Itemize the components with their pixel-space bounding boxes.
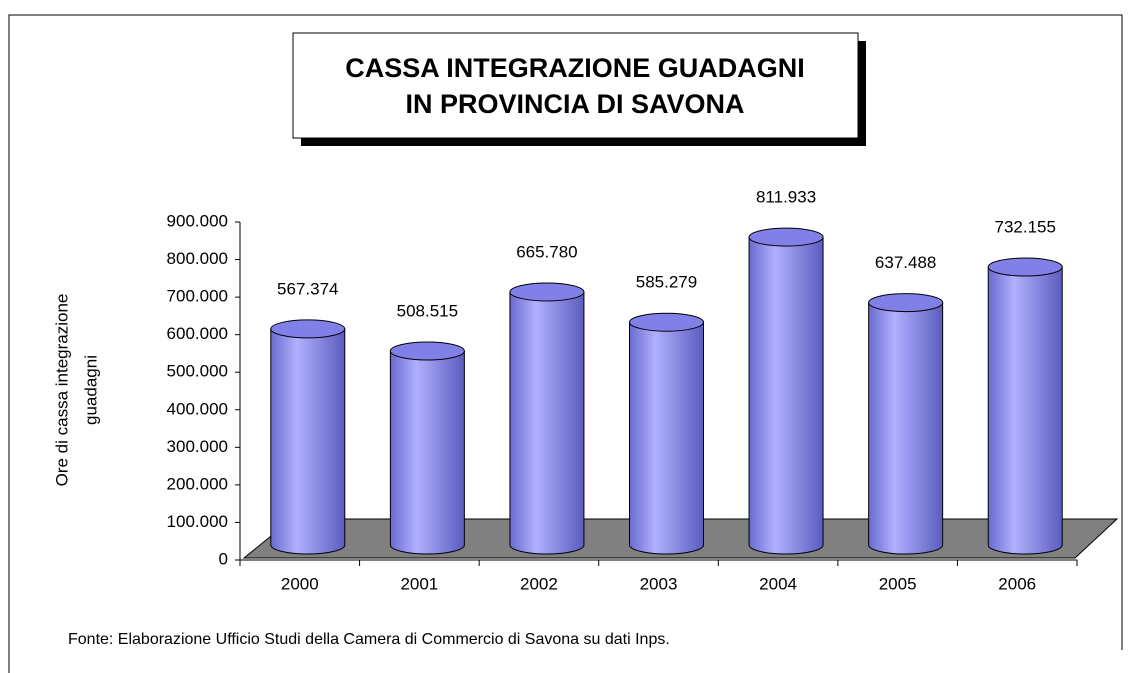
chart-border bbox=[8, 14, 1123, 673]
x-tick-label: 2000 bbox=[281, 574, 319, 593]
y-tick-label: 400.000 bbox=[167, 399, 228, 418]
bar bbox=[389, 350, 465, 555]
bar bbox=[270, 328, 346, 555]
title-box bbox=[292, 32, 859, 139]
y-tick-label: 700.000 bbox=[167, 287, 228, 306]
bar-top bbox=[987, 257, 1063, 277]
y-tick-label: 800.000 bbox=[167, 249, 228, 268]
x-tick-label: 2001 bbox=[400, 574, 438, 593]
x-tick-label: 2004 bbox=[759, 574, 797, 593]
x-tick-label: 2005 bbox=[879, 574, 917, 593]
x-tick-label: 2002 bbox=[520, 574, 558, 593]
value-label: 665.780 bbox=[516, 242, 577, 261]
value-label: 567.374 bbox=[277, 279, 338, 298]
bar bbox=[868, 302, 944, 555]
value-label: 732.155 bbox=[994, 218, 1055, 237]
value-label: 811.933 bbox=[756, 188, 816, 207]
y-tick-label: 500.000 bbox=[167, 362, 228, 381]
y-tick-label: 300.000 bbox=[167, 437, 228, 456]
bar-top bbox=[748, 227, 824, 247]
y-tick-label: 200.000 bbox=[167, 474, 228, 493]
y-axis-title: Ore di cassa integrazione guadagni bbox=[52, 294, 100, 487]
value-label: 637.488 bbox=[875, 253, 936, 272]
y-tick-label: 100.000 bbox=[167, 512, 228, 531]
value-label: 585.279 bbox=[636, 273, 697, 292]
bar bbox=[987, 266, 1063, 555]
bar-top bbox=[629, 312, 704, 332]
bar-top bbox=[509, 282, 585, 302]
bar-top bbox=[389, 341, 465, 361]
x-tick-label: 2003 bbox=[640, 574, 678, 593]
chart-title: IN PROVINCIA DI SAVONA bbox=[405, 89, 744, 119]
value-label: 508.515 bbox=[397, 302, 458, 321]
y-tick-label: 900.000 bbox=[167, 211, 228, 230]
y-axis-title-line: Ore di cassa integrazione bbox=[52, 294, 71, 487]
bar-top bbox=[270, 319, 346, 339]
x-tick-label: 2006 bbox=[998, 574, 1036, 593]
source-note: Fonte: Elaborazione Ufficio Studi della … bbox=[68, 631, 670, 648]
bar bbox=[748, 236, 824, 555]
y-tick-label: 0 bbox=[219, 549, 228, 568]
bar bbox=[509, 291, 585, 555]
bar-top bbox=[868, 293, 944, 313]
chart-title: CASSA INTEGRAZIONE GUADAGNI bbox=[345, 53, 805, 83]
y-tick-label: 600.000 bbox=[167, 324, 228, 343]
y-axis-title-line: guadagni bbox=[81, 355, 100, 425]
bar bbox=[629, 321, 704, 555]
